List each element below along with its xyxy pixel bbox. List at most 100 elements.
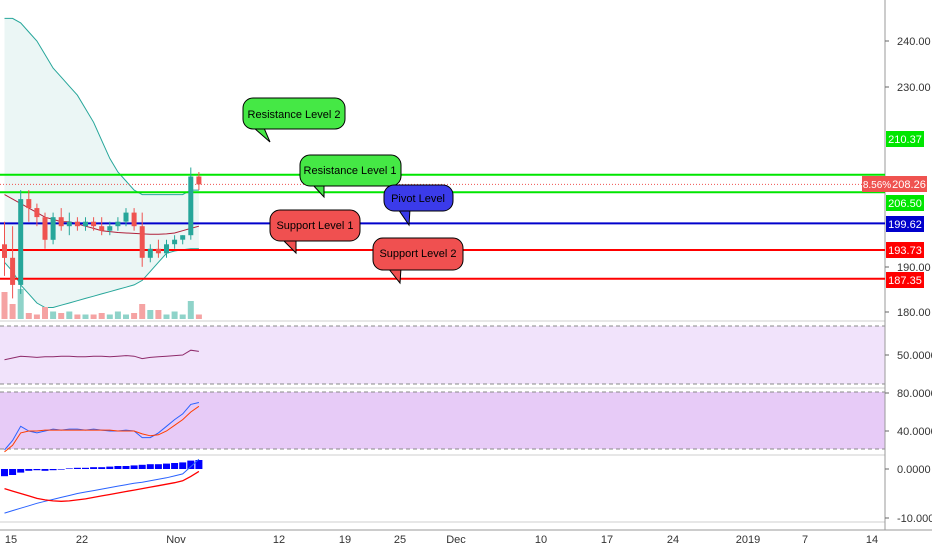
- s2-callout-text: Support Level 2: [379, 248, 456, 260]
- pivot-callout-text: Pivot Level: [391, 193, 445, 205]
- candle-body: [2, 244, 7, 258]
- last-price-value: 208.26: [892, 179, 926, 191]
- macd-hist-bar: [17, 469, 25, 473]
- r2-callout[interactable]: Resistance Level 2: [242, 97, 346, 143]
- pivot-callout[interactable]: Pivot Level: [383, 184, 454, 227]
- macd-hist-bar: [49, 469, 57, 471]
- r1-badge: 206.50: [886, 195, 924, 211]
- macd-tick-label: 0.0000: [897, 464, 931, 476]
- s1-callout[interactable]: Support Level 1: [269, 209, 361, 255]
- volume-bar: [17, 289, 24, 319]
- volume-bar: [123, 314, 129, 319]
- candle-body: [10, 257, 16, 285]
- volume-bar: [98, 313, 105, 319]
- candle-body: [155, 248, 161, 254]
- volume-bar: [147, 310, 154, 319]
- macd-hist-bar: [41, 469, 49, 471]
- macd-axis[interactable]: 0.0000 -10.0000: [885, 464, 932, 525]
- bb-upper-line: [4, 17, 199, 196]
- time-label: 25: [394, 534, 406, 546]
- candle-body: [123, 212, 129, 222]
- stoch-tick-label: 40.0000: [897, 426, 932, 438]
- candle-body: [83, 221, 88, 227]
- time-label: 2019: [736, 534, 760, 546]
- volume-bar: [155, 310, 162, 319]
- time-label: 14: [866, 534, 878, 546]
- candle-body: [99, 226, 105, 231]
- candle-body: [131, 212, 137, 227]
- time-label: 7: [802, 534, 808, 546]
- volume-bar: [1, 292, 8, 319]
- candle-body: [26, 199, 32, 209]
- candle-body: [91, 221, 97, 227]
- stoch-axis[interactable]: 80.0000 40.0000: [885, 388, 932, 438]
- price-tick-label: 180.00: [897, 307, 931, 319]
- r1-callout-text: Resistance Level 1: [304, 165, 397, 177]
- volume-bar: [171, 311, 178, 319]
- volume-bar: [106, 314, 113, 319]
- volume-bar: [50, 311, 57, 319]
- r1-callout[interactable]: Resistance Level 1: [299, 154, 402, 199]
- s2-callout[interactable]: Support Level 2: [372, 237, 464, 285]
- macd-hist-bar: [25, 469, 33, 471]
- time-axis[interactable]: 15 22 Nov 12 19 25 Dec 10 17 24 2019 7 1…: [5, 534, 878, 546]
- macd-hist-bar: [1, 469, 8, 477]
- macd-hist-bar: [98, 467, 106, 469]
- candle-body: [180, 235, 186, 240]
- volume-bar: [195, 314, 202, 319]
- s2-badge-value: 187.35: [888, 275, 922, 287]
- macd-hist-bar: [9, 469, 17, 475]
- volume-bar: [139, 304, 146, 319]
- r2-badge: 210.37: [886, 131, 924, 147]
- time-label: 24: [667, 534, 679, 546]
- volume-bar: [74, 314, 81, 319]
- s2-badge: 187.35: [886, 272, 924, 288]
- stoch-band-fill: [0, 392, 885, 449]
- candle-body: [172, 239, 178, 245]
- macd-hist-bar: [179, 462, 187, 469]
- volume-bar: [90, 314, 97, 319]
- time-label: 22: [76, 534, 88, 546]
- candle-body: [34, 208, 40, 218]
- time-label: 19: [339, 534, 351, 546]
- rsi-band-fill: [0, 326, 885, 384]
- volume-bar: [163, 314, 170, 319]
- candle-body: [18, 199, 24, 285]
- price-axis[interactable]: 240.00 230.00 190.00 180.00: [885, 36, 931, 319]
- s1-badge: 193.73: [886, 242, 924, 258]
- macd-signal-line: [4, 470, 200, 502]
- macd-tick-label: -10.0000: [897, 513, 932, 525]
- volume-bar: [33, 314, 40, 319]
- rsi-tick-label: 50.0000: [897, 350, 932, 362]
- time-label: Dec: [446, 534, 466, 546]
- macd-hist-bar: [122, 466, 130, 469]
- price-tick-label: 240.00: [897, 36, 931, 48]
- rsi-axis[interactable]: 50.0000: [885, 350, 932, 362]
- price-tick-label: 190.00: [897, 262, 931, 274]
- candle-body: [147, 248, 153, 258]
- macd-line: [4, 458, 200, 514]
- candle-body: [164, 244, 169, 254]
- pivot-badge-value: 199.62: [888, 219, 922, 231]
- candle-body: [107, 226, 113, 231]
- stoch-tick-label: 80.0000: [897, 388, 932, 400]
- macd-hist-bar: [138, 464, 146, 469]
- macd-hist-bar: [33, 469, 41, 471]
- macd-hist-bar: [114, 466, 122, 469]
- macd-hist-bar: [57, 469, 65, 470]
- macd-hist-bar: [130, 465, 138, 469]
- macd-hist-bar: [154, 464, 162, 469]
- time-label: 12: [273, 534, 285, 546]
- price-tick-label: 230.00: [897, 82, 931, 94]
- r1-badge-value: 206.50: [888, 198, 922, 210]
- s1-badge-value: 193.73: [888, 245, 922, 257]
- volume-bar: [66, 311, 73, 319]
- candle-body: [188, 176, 194, 236]
- volume-bar: [58, 313, 65, 319]
- volume-bar: [114, 311, 121, 319]
- macd-hist-bar: [195, 460, 203, 469]
- macd-hist-bar: [163, 463, 170, 469]
- pivot-badge: 199.62: [886, 216, 924, 232]
- rsi-line: [4, 349, 199, 361]
